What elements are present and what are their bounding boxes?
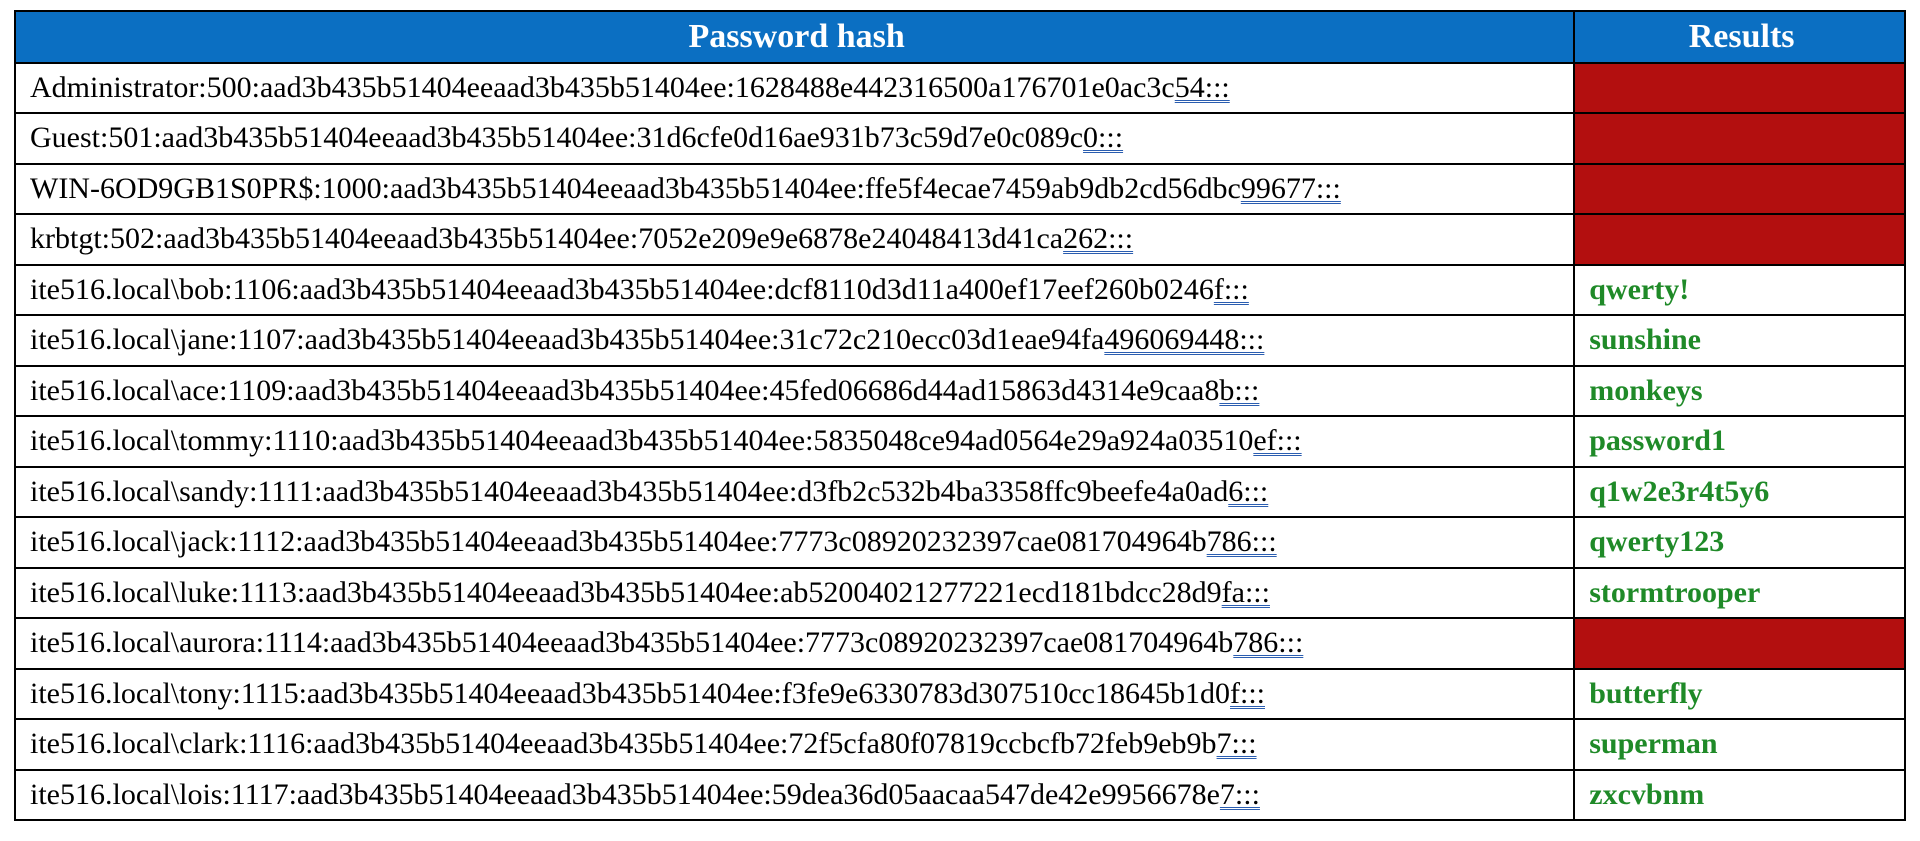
hash-tail: fa::: <box>1222 576 1270 609</box>
hash-tail: 0::: <box>1083 121 1123 154</box>
result-uncracked <box>1574 164 1905 215</box>
table-row: ite516.local\jack:1112:aad3b435b51404eea… <box>15 517 1905 568</box>
hash-main: ite516.local\clark:1116:aad3b435b51404ee… <box>30 727 1217 760</box>
hash-cell: ite516.local\aurora:1114:aad3b435b51404e… <box>15 618 1574 669</box>
hash-tail: 6::: <box>1228 475 1268 508</box>
hash-tail: 786::: <box>1207 525 1277 558</box>
hash-main: WIN-6OD9GB1S0PR$:1000:aad3b435b51404eeaa… <box>30 172 1241 205</box>
hash-cell: krbtgt:502:aad3b435b51404eeaad3b435b5140… <box>15 214 1574 265</box>
hash-cell: Administrator:500:aad3b435b51404eeaad3b4… <box>15 63 1574 114</box>
hash-main: ite516.local\ace:1109:aad3b435b51404eeaa… <box>30 374 1219 407</box>
table-row: krbtgt:502:aad3b435b51404eeaad3b435b5140… <box>15 214 1905 265</box>
hash-tail: 786::: <box>1233 626 1303 659</box>
hash-main: Administrator:500:aad3b435b51404eeaad3b4… <box>30 71 1175 104</box>
result-cracked: password1 <box>1574 416 1905 467</box>
result-cracked: zxcvbnm <box>1574 770 1905 821</box>
hash-cell: ite516.local\jack:1112:aad3b435b51404eea… <box>15 517 1574 568</box>
table-row: ite516.local\sandy:1111:aad3b435b51404ee… <box>15 467 1905 518</box>
hash-cell: ite516.local\lois:1117:aad3b435b51404eea… <box>15 770 1574 821</box>
hash-tail: f::: <box>1214 273 1249 306</box>
hash-tail: 7::: <box>1220 778 1260 811</box>
table-row: ite516.local\aurora:1114:aad3b435b51404e… <box>15 618 1905 669</box>
result-cracked: qwerty! <box>1574 265 1905 316</box>
hash-main: krbtgt:502:aad3b435b51404eeaad3b435b5140… <box>30 222 1063 255</box>
table-row: WIN-6OD9GB1S0PR$:1000:aad3b435b51404eeaa… <box>15 164 1905 215</box>
hash-tail: 54::: <box>1175 71 1230 104</box>
hash-main: Guest:501:aad3b435b51404eeaad3b435b51404… <box>30 121 1083 154</box>
hash-main: ite516.local\tommy:1110:aad3b435b51404ee… <box>30 424 1253 457</box>
column-header-hash: Password hash <box>15 11 1574 63</box>
hash-tail: b::: <box>1219 374 1259 407</box>
hash-tail: ef::: <box>1253 424 1301 457</box>
hash-cell: ite516.local\tony:1115:aad3b435b51404eea… <box>15 669 1574 720</box>
table-row: ite516.local\tony:1115:aad3b435b51404eea… <box>15 669 1905 720</box>
hash-cell: ite516.local\clark:1116:aad3b435b51404ee… <box>15 719 1574 770</box>
hash-cell: ite516.local\ace:1109:aad3b435b51404eeaa… <box>15 366 1574 417</box>
hash-tail: 262::: <box>1063 222 1133 255</box>
table-body: Administrator:500:aad3b435b51404eeaad3b4… <box>15 63 1905 821</box>
table-row: ite516.local\tommy:1110:aad3b435b51404ee… <box>15 416 1905 467</box>
table-row: ite516.local\lois:1117:aad3b435b51404eea… <box>15 770 1905 821</box>
hash-main: ite516.local\bob:1106:aad3b435b51404eeaa… <box>30 273 1214 306</box>
result-cracked: stormtrooper <box>1574 568 1905 619</box>
hash-tail: 496069448::: <box>1104 323 1264 356</box>
hash-cell: Guest:501:aad3b435b51404eeaad3b435b51404… <box>15 113 1574 164</box>
hash-cell: ite516.local\luke:1113:aad3b435b51404eea… <box>15 568 1574 619</box>
result-uncracked <box>1574 214 1905 265</box>
hash-main: ite516.local\jack:1112:aad3b435b51404eea… <box>30 525 1207 558</box>
table-header-row: Password hash Results <box>15 11 1905 63</box>
result-cracked: superman <box>1574 719 1905 770</box>
column-header-results: Results <box>1574 11 1905 63</box>
table-row: ite516.local\luke:1113:aad3b435b51404eea… <box>15 568 1905 619</box>
result-cracked: butterfly <box>1574 669 1905 720</box>
hash-tail: 7::: <box>1217 727 1257 760</box>
hash-cell: ite516.local\sandy:1111:aad3b435b51404ee… <box>15 467 1574 518</box>
hash-main: ite516.local\luke:1113:aad3b435b51404eea… <box>30 576 1222 609</box>
table-row: ite516.local\ace:1109:aad3b435b51404eeaa… <box>15 366 1905 417</box>
result-cracked: q1w2e3r4t5y6 <box>1574 467 1905 518</box>
hash-main: ite516.local\jane:1107:aad3b435b51404eea… <box>30 323 1104 356</box>
result-uncracked <box>1574 618 1905 669</box>
hash-tail: 99677::: <box>1241 172 1341 205</box>
table-row: Administrator:500:aad3b435b51404eeaad3b4… <box>15 63 1905 114</box>
result-cracked: qwerty123 <box>1574 517 1905 568</box>
hash-cell: ite516.local\jane:1107:aad3b435b51404eea… <box>15 315 1574 366</box>
table-row: ite516.local\clark:1116:aad3b435b51404ee… <box>15 719 1905 770</box>
page-container: Password hash Results Administrator:500:… <box>0 0 1920 841</box>
result-cracked: monkeys <box>1574 366 1905 417</box>
table-row: Guest:501:aad3b435b51404eeaad3b435b51404… <box>15 113 1905 164</box>
hash-cell: WIN-6OD9GB1S0PR$:1000:aad3b435b51404eeaa… <box>15 164 1574 215</box>
hash-main: ite516.local\tony:1115:aad3b435b51404eea… <box>30 677 1230 710</box>
result-uncracked <box>1574 113 1905 164</box>
hash-main: ite516.local\sandy:1111:aad3b435b51404ee… <box>30 475 1228 508</box>
hash-cell: ite516.local\tommy:1110:aad3b435b51404ee… <box>15 416 1574 467</box>
table-row: ite516.local\jane:1107:aad3b435b51404eea… <box>15 315 1905 366</box>
password-hash-table: Password hash Results Administrator:500:… <box>14 10 1906 821</box>
hash-cell: ite516.local\bob:1106:aad3b435b51404eeaa… <box>15 265 1574 316</box>
hash-main: ite516.local\aurora:1114:aad3b435b51404e… <box>30 626 1233 659</box>
result-uncracked <box>1574 63 1905 114</box>
hash-tail: f::: <box>1230 677 1265 710</box>
hash-main: ite516.local\lois:1117:aad3b435b51404eea… <box>30 778 1220 811</box>
result-cracked: sunshine <box>1574 315 1905 366</box>
table-row: ite516.local\bob:1106:aad3b435b51404eeaa… <box>15 265 1905 316</box>
